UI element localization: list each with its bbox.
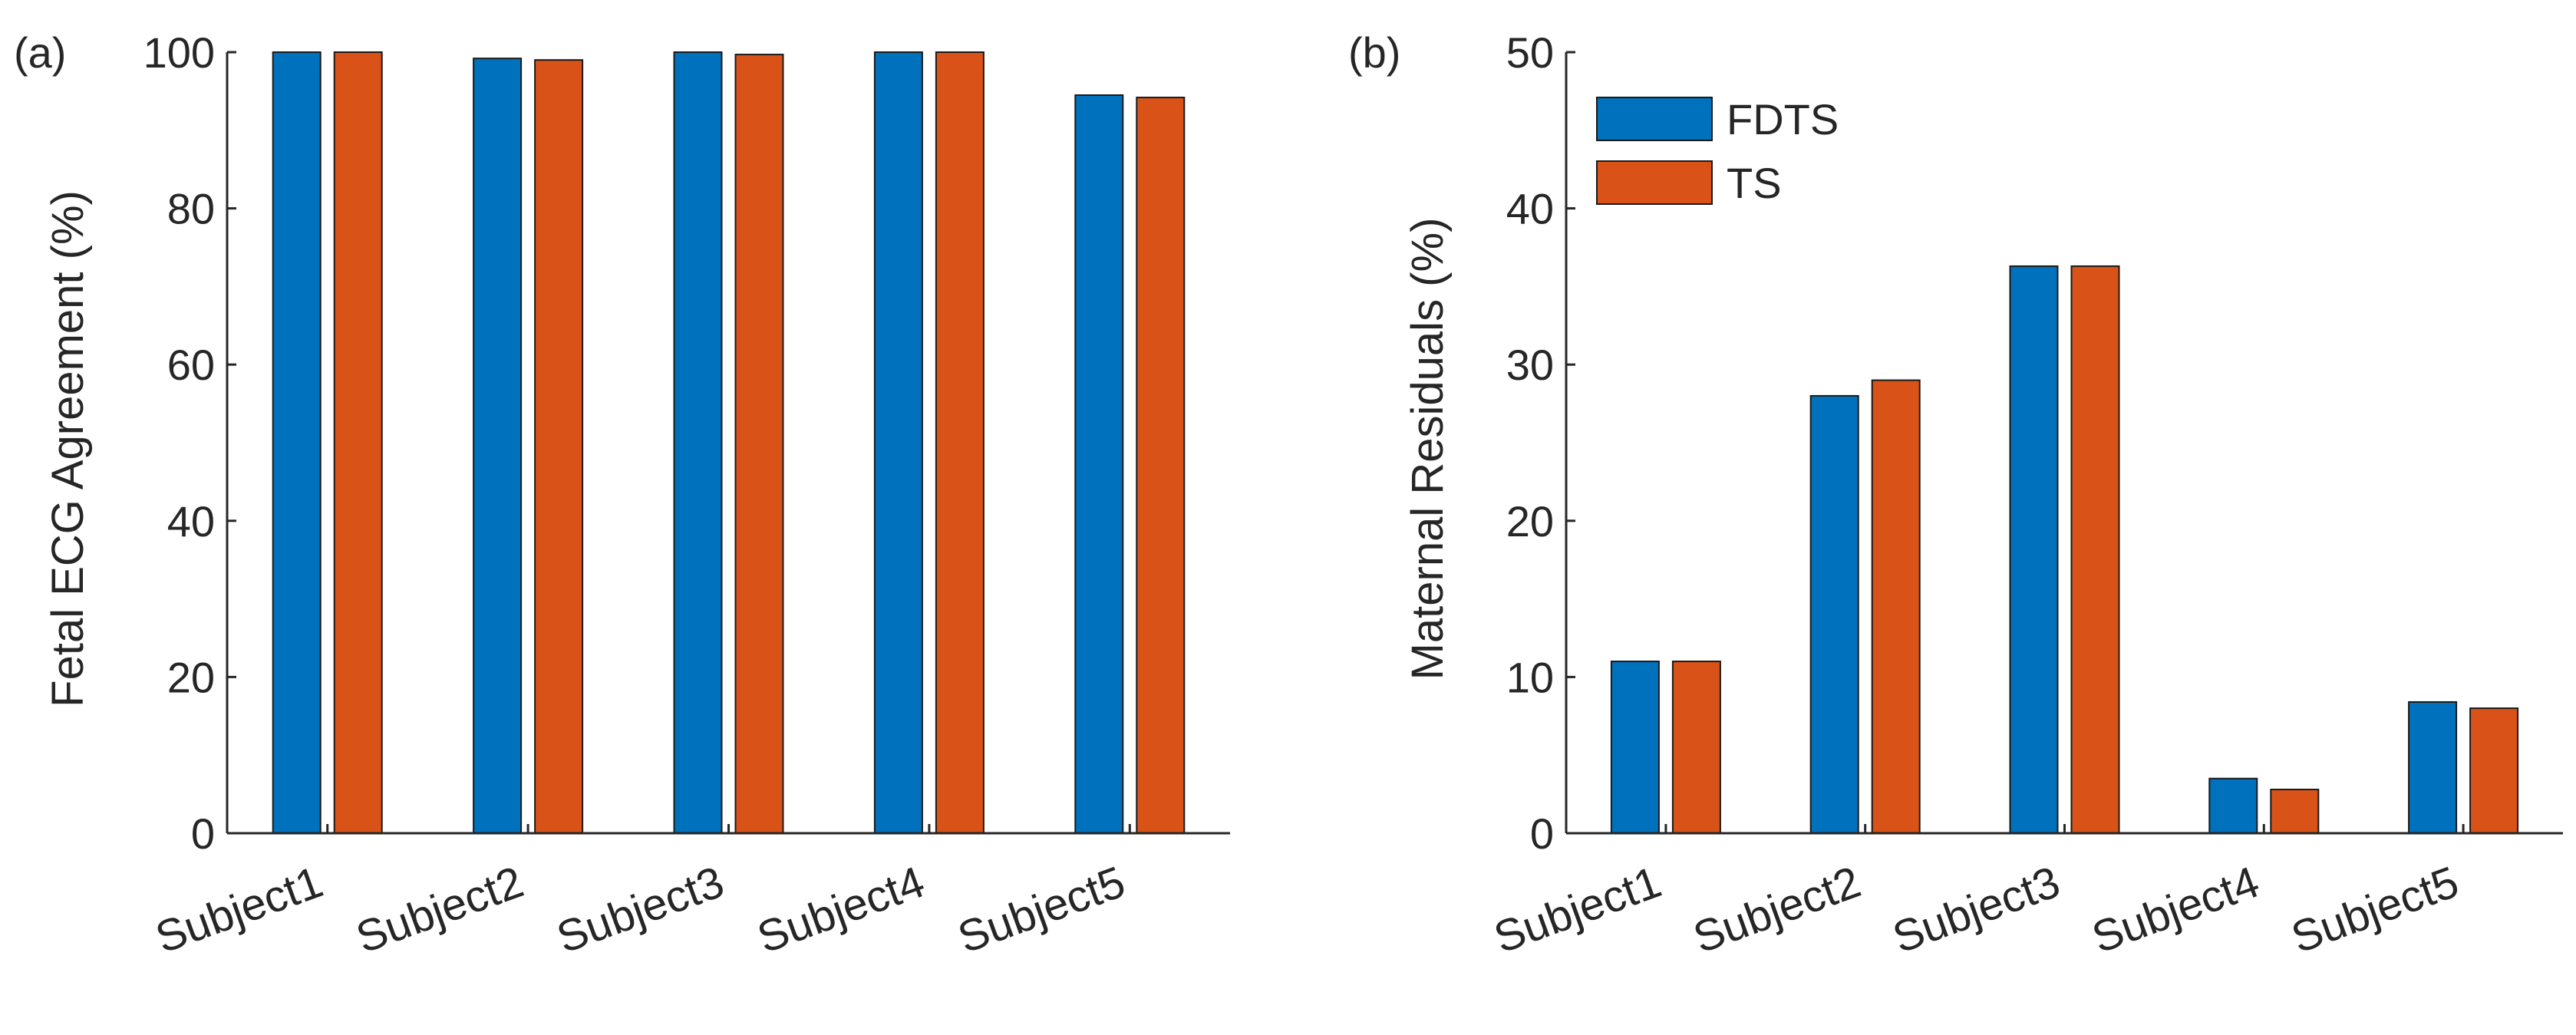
x-tick-label: Subject5 [952, 857, 1131, 963]
bar-ts-subject4 [935, 51, 985, 834]
panel-b-bars [1610, 265, 2519, 835]
x-tick-label: Subject2 [1687, 857, 1866, 963]
y-tick-label: 30 [1506, 341, 1554, 389]
legend-label-ts: TS [1727, 159, 1782, 207]
x-tick-label: Subject1 [149, 857, 328, 963]
bar-fdts-subject5 [1074, 94, 1124, 835]
bar-fdts-subject3 [2009, 265, 2059, 834]
panel-a-x-tick-labels: Subject1 Subject2 Subject3 Subject4 Subject5 [149, 824, 1131, 963]
panel-a-bars [272, 51, 1186, 835]
x-tick-label: Subject3 [1886, 857, 2066, 963]
panel-b-label: (b) [1348, 28, 1400, 77]
legend-swatch-fdts [1596, 97, 1713, 141]
panel-b-x-tick-labels: Subject1 Subject2 Subject3 Subject4 Subject5 [1488, 824, 2465, 963]
x-tick-label: Subject1 [1488, 857, 1667, 963]
y-tick-label: 60 [167, 341, 215, 389]
legend-label-fdts: FDTS [1727, 95, 1839, 143]
bar-ts-subject5 [2469, 707, 2519, 834]
panel-a-chart: (a) Fetal ECG Agreement (%) 0 20 40 60 80 100… [14, 28, 1230, 963]
bar-fdts-subject2 [1809, 394, 1859, 834]
bar-fdts-subject5 [2408, 700, 2458, 835]
x-tick-label: Subject5 [2285, 857, 2465, 963]
panel-b-legend: FDTS TS [1596, 95, 1839, 207]
x-tick-label: Subject3 [550, 857, 730, 963]
y-tick-label: 0 [191, 809, 215, 858]
bar-ts-subject2 [1871, 379, 1921, 834]
x-tick-label: Subject4 [751, 857, 931, 963]
x-tick-label: Subject2 [350, 857, 529, 963]
bar-ts-subject3 [2070, 265, 2120, 834]
y-tick-label: 100 [143, 28, 215, 77]
y-tick-label: 80 [167, 185, 215, 233]
bar-ts-subject4 [2270, 788, 2320, 834]
x-tick-label: Subject4 [2086, 857, 2265, 963]
y-tick-label: 0 [1530, 809, 1554, 858]
panel-b-chart: (b) Maternal Residuals (%) 0 10 20 30 40 50 S… [1348, 28, 2563, 963]
bar-ts-subject1 [333, 51, 383, 834]
y-tick-label: 40 [167, 497, 215, 546]
y-tick-label: 40 [1506, 185, 1554, 233]
y-tick-label: 10 [1506, 653, 1554, 701]
panel-a-y-axis-label: Fetal ECG Agreement (%) [43, 190, 93, 707]
y-tick-label: 50 [1506, 28, 1554, 77]
bar-fdts-subject3 [673, 51, 723, 834]
bar-fdts-subject1 [1610, 661, 1660, 834]
bar-ts-subject1 [1671, 661, 1721, 834]
bar-fdts-subject4 [2208, 777, 2258, 834]
bar-fdts-subject4 [873, 51, 923, 834]
y-tick-label: 20 [1506, 497, 1554, 546]
y-tick-label: 20 [167, 653, 215, 701]
bar-ts-subject3 [734, 54, 784, 834]
legend-swatch-ts [1596, 160, 1713, 205]
panel-b-y-ticks: 0 10 20 30 40 50 [1506, 28, 1575, 858]
bar-ts-subject5 [1136, 97, 1186, 834]
bar-fdts-subject2 [473, 58, 523, 835]
panel-a-y-ticks: 0 20 40 60 80 100 [143, 28, 236, 858]
panel-b-y-axis-label: Maternal Residuals (%) [1403, 218, 1453, 681]
bar-ts-subject2 [534, 59, 584, 835]
panel-a-label: (a) [14, 28, 66, 77]
bar-fdts-subject1 [272, 51, 322, 834]
